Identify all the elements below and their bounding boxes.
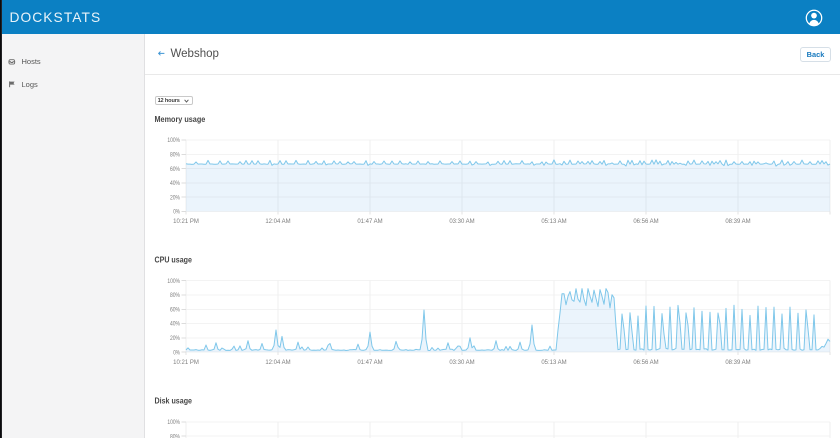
- svg-text:80%: 80%: [170, 293, 181, 299]
- svg-text:40%: 40%: [170, 322, 181, 328]
- svg-text:06:56 AM: 06:56 AM: [633, 219, 658, 225]
- svg-text:80%: 80%: [170, 153, 181, 159]
- svg-text:01:47 AM: 01:47 AM: [357, 219, 382, 225]
- svg-text:60%: 60%: [170, 308, 181, 314]
- svg-text:20%: 20%: [170, 195, 181, 201]
- svg-text:06:56 AM: 06:56 AM: [633, 360, 658, 366]
- svg-text:01:47 AM: 01:47 AM: [357, 360, 382, 366]
- svg-text:CPU usage: CPU usage: [155, 255, 193, 265]
- svg-text:60%: 60%: [170, 167, 181, 173]
- svg-text:12:04 AM: 12:04 AM: [265, 219, 290, 225]
- svg-text:100%: 100%: [167, 420, 180, 426]
- svg-text:03:30 AM: 03:30 AM: [449, 219, 474, 225]
- svg-text:0%: 0%: [173, 350, 180, 356]
- svg-text:80%: 80%: [170, 434, 181, 438]
- svg-text:08:39 AM: 08:39 AM: [725, 360, 750, 366]
- svg-text:20%: 20%: [170, 336, 181, 342]
- svg-text:0%: 0%: [173, 210, 180, 216]
- svg-text:10:21 PM: 10:21 PM: [173, 360, 199, 366]
- svg-text:100%: 100%: [167, 138, 180, 144]
- svg-text:05:13 AM: 05:13 AM: [541, 360, 566, 366]
- svg-text:12:04 AM: 12:04 AM: [265, 360, 290, 366]
- svg-text:03:30 AM: 03:30 AM: [449, 360, 474, 366]
- svg-text:Memory usage: Memory usage: [155, 114, 206, 124]
- svg-text:Disk usage: Disk usage: [155, 396, 193, 406]
- svg-text:08:39 AM: 08:39 AM: [725, 219, 750, 225]
- svg-text:40%: 40%: [170, 181, 181, 187]
- svg-text:05:13 AM: 05:13 AM: [541, 219, 566, 225]
- svg-text:10:21 PM: 10:21 PM: [173, 219, 199, 225]
- svg-text:100%: 100%: [167, 279, 180, 285]
